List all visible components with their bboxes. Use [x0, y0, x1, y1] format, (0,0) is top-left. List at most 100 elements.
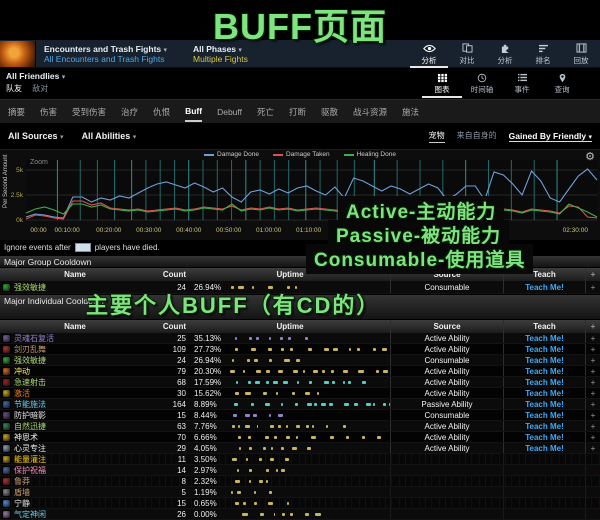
- all-abilities-dropdown[interactable]: All Abilities ▾: [81, 131, 137, 141]
- ability-cell[interactable]: 保护祝福: [0, 465, 150, 476]
- boss-thumbnail[interactable]: [0, 40, 36, 67]
- expand-row-button[interactable]: +: [585, 333, 600, 343]
- col-count[interactable]: Count: [162, 270, 186, 279]
- ability-name[interactable]: 鲁莽: [14, 476, 30, 486]
- ability-name[interactable]: 强效敏捷: [14, 355, 46, 365]
- ability-cell[interactable]: 心灵专注: [0, 443, 150, 454]
- ability-cell[interactable]: 剑刃乱舞: [0, 344, 150, 355]
- ability-cell[interactable]: 强效敏捷: [0, 282, 150, 293]
- teach-me-link[interactable]: Teach Me!: [503, 432, 585, 442]
- table-row[interactable]: 盾墙 5 1.19%: [0, 487, 600, 498]
- tab-施法[interactable]: 施法: [402, 107, 420, 117]
- tab-仇恨[interactable]: 仇恨: [153, 107, 171, 117]
- ability-cell[interactable]: 宁静: [0, 498, 150, 509]
- col-plus[interactable]: +: [585, 268, 600, 281]
- teach-me-link[interactable]: Teach Me!: [503, 355, 585, 365]
- ability-cell[interactable]: 鲁莽: [0, 476, 150, 487]
- table-row[interactable]: 保护祝福 14 2.97%: [0, 465, 600, 476]
- ability-name[interactable]: 剑刃乱舞: [14, 344, 46, 354]
- tab-战斗资源[interactable]: 战斗资源: [353, 107, 388, 117]
- col-teach[interactable]: Teach: [503, 268, 585, 281]
- teach-me-link[interactable]: Teach Me!: [503, 410, 585, 420]
- ability-name[interactable]: 激活: [14, 388, 30, 398]
- teach-me-link[interactable]: Teach Me!: [503, 421, 585, 431]
- ability-cell[interactable]: 气定神闲: [0, 509, 150, 520]
- ability-name[interactable]: 保护祝福: [14, 465, 46, 475]
- ability-name[interactable]: 宁静: [14, 498, 30, 508]
- tab-打断[interactable]: 打断: [288, 107, 306, 117]
- pets-toggle[interactable]: 宠物: [428, 130, 445, 143]
- ability-cell[interactable]: 防护暗影: [0, 410, 150, 421]
- tab-伤害[interactable]: 伤害: [40, 107, 58, 117]
- teach-me-link[interactable]: Teach Me!: [503, 399, 585, 409]
- ability-name[interactable]: 气定神闲: [14, 509, 46, 519]
- ability-name[interactable]: 冲动: [14, 366, 30, 376]
- table-row[interactable]: 冲动 79 20.30% Active Ability Teach Me! +: [0, 366, 600, 377]
- expand-row-button[interactable]: +: [585, 432, 600, 442]
- view-item-时间轴[interactable]: 时间轴: [462, 68, 502, 98]
- teach-me-link[interactable]: Teach Me!: [503, 281, 585, 293]
- chart-plot[interactable]: 5k 2.5k 0k Per Second Amount 00:00 00:10:00 00…: [0, 150, 600, 241]
- nav-item-对比[interactable]: 对比: [448, 40, 486, 68]
- ability-cell[interactable]: 激活: [0, 388, 150, 399]
- phase-selector-value[interactable]: Multiple Fights: [193, 53, 248, 64]
- teach-me-link[interactable]: Teach Me!: [503, 388, 585, 398]
- damage-chart[interactable]: Damage Done Damage Taken Healing Done Zoom…: [0, 149, 600, 240]
- ability-name[interactable]: 灵魂石复活: [14, 333, 54, 343]
- ability-name[interactable]: 急速射击: [14, 377, 46, 387]
- ability-cell[interactable]: 灵魂石复活: [0, 333, 150, 344]
- ability-name[interactable]: 自然迅捷: [14, 421, 46, 431]
- ability-name[interactable]: 心灵专注: [14, 443, 46, 453]
- teach-me-link[interactable]: Teach Me!: [503, 377, 585, 387]
- col-source[interactable]: Source: [390, 268, 503, 281]
- tab-friendlies[interactable]: 队友: [6, 84, 22, 93]
- table-row[interactable]: 防护暗影 15 8.44% Consumable Teach Me! +: [0, 410, 600, 421]
- fight-selector[interactable]: Encounters and Trash Fights ▾ All Encoun…: [44, 44, 167, 64]
- friendlies-selector[interactable]: All Friendlies ▾: [6, 71, 66, 81]
- tab-Debuff[interactable]: Debuff: [217, 107, 242, 117]
- tab-驱散[interactable]: 驱散: [321, 107, 339, 117]
- col-source[interactable]: Source: [390, 320, 503, 333]
- nav-item-排名[interactable]: 排名: [524, 40, 562, 68]
- tab-摘要[interactable]: 摘要: [8, 107, 26, 117]
- col-count[interactable]: Count: [162, 322, 186, 331]
- table-row[interactable]: 灵魂石复活 25 35.13% Active Ability Teach Me! +: [0, 333, 600, 344]
- teach-me-link[interactable]: Teach Me!: [503, 344, 585, 354]
- col-uptime[interactable]: Uptime: [276, 322, 304, 331]
- expand-row-button[interactable]: +: [585, 281, 600, 293]
- expand-row-button[interactable]: +: [585, 421, 600, 431]
- tab-受到伤害[interactable]: 受到伤害: [72, 107, 107, 117]
- table-row[interactable]: 神恩术 70 6.66% Active Ability Teach Me! +: [0, 432, 600, 443]
- table-row[interactable]: 节能施法 164 8.89% Passive Ability Teach Me! +: [0, 399, 600, 410]
- table-row[interactable]: 鲁莽 8 2.32%: [0, 476, 600, 487]
- ability-name[interactable]: 能量灌注: [14, 454, 46, 464]
- ability-name[interactable]: 防护暗影: [14, 410, 46, 420]
- expand-row-button[interactable]: +: [585, 399, 600, 409]
- ability-name[interactable]: 神恩术: [14, 432, 38, 442]
- table-row[interactable]: 强效敏捷 24 26.94% Consumable Teach Me! +: [0, 281, 600, 294]
- table-row[interactable]: 激活 30 15.62% Active Ability Teach Me! +: [0, 388, 600, 399]
- deaths-count-input[interactable]: [74, 243, 91, 252]
- tab-治疗[interactable]: 治疗: [121, 107, 139, 117]
- nav-item-分析[interactable]: 分析: [410, 40, 448, 68]
- gained-by-friendly-dropdown[interactable]: Gained By Friendly ▾: [508, 130, 592, 142]
- nav-item-回放[interactable]: 回放: [562, 40, 600, 68]
- legend-Damage Taken[interactable]: Damage Taken: [272, 151, 330, 158]
- tab-enemies[interactable]: 敌对: [32, 84, 49, 93]
- gear-icon[interactable]: ⚙: [585, 150, 595, 163]
- ability-cell[interactable]: 急速射击: [0, 377, 150, 388]
- teach-me-link[interactable]: Teach Me!: [503, 366, 585, 376]
- col-name[interactable]: Name: [64, 322, 86, 331]
- col-plus[interactable]: +: [585, 320, 600, 333]
- ability-name[interactable]: 盾墙: [14, 487, 30, 497]
- view-item-事件[interactable]: 事件: [502, 68, 542, 98]
- table-row[interactable]: 剑刃乱舞 109 27.73% Active Ability Teach Me! +: [0, 344, 600, 355]
- expand-row-button[interactable]: +: [585, 366, 600, 376]
- nav-item-分析[interactable]: 分析: [486, 40, 524, 68]
- table-row[interactable]: 宁静 15 0.65%: [0, 498, 600, 509]
- teach-me-link[interactable]: Teach Me!: [503, 443, 585, 453]
- view-item-图表[interactable]: 图表: [422, 68, 462, 98]
- tab-死亡[interactable]: 死亡: [256, 107, 274, 117]
- table-row[interactable]: 心灵专注 29 4.05% Active Ability Teach Me! +: [0, 443, 600, 454]
- expand-row-button[interactable]: +: [585, 377, 600, 387]
